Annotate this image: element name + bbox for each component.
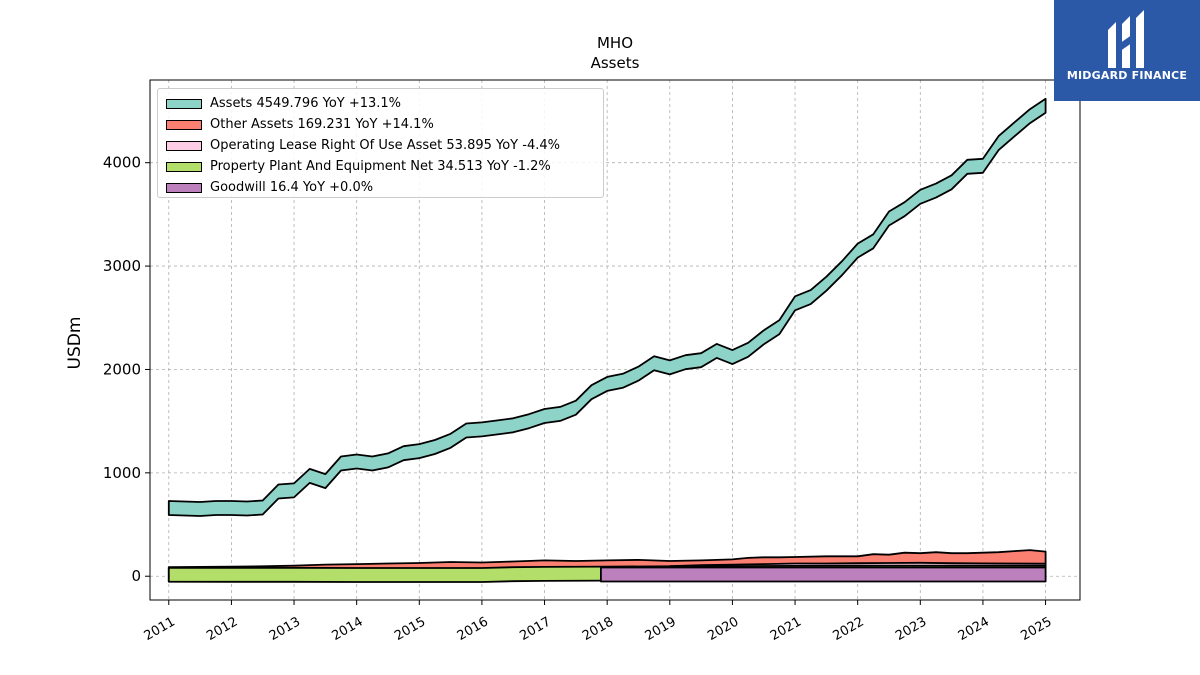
legend-item: Goodwill 16.4 YoY +0.0%	[166, 177, 603, 198]
y-tick-label: 4000	[103, 154, 141, 172]
brand-name: MIDGARD FINANCE	[1066, 69, 1188, 82]
chart-title: MHO	[597, 34, 633, 52]
legend-item: Assets 4549.796 YoY +13.1%	[166, 93, 603, 114]
series-areas	[167, 97, 1047, 583]
y-tick-label: 2000	[103, 360, 141, 378]
x-tick-label: 2012	[204, 614, 240, 644]
x-tick-label: 2021	[768, 614, 804, 644]
x-tick-label: 2011	[142, 614, 178, 644]
legend-label: Operating Lease Right Of Use Asset 53.89…	[210, 138, 560, 153]
y-axis-ticks: 0 1000 2000 3000 4000	[103, 154, 150, 585]
legend-label: Assets 4549.796 YoY +13.1%	[210, 96, 402, 111]
legend-swatch	[166, 182, 202, 193]
legend-swatch	[166, 161, 202, 172]
midgard-logo-icon	[1108, 10, 1144, 68]
legend-label: Goodwill 16.4 YoY +0.0%	[210, 180, 374, 195]
legend-item: Property Plant And Equipment Net 34.513 …	[166, 156, 603, 177]
x-tick-label: 2017	[517, 614, 553, 644]
legend: Assets 4549.796 YoY +13.1% Other Assets 1…	[157, 88, 604, 198]
legend-label: Other Assets 169.231 YoY +14.1%	[210, 117, 434, 132]
y-axis-label: USDm	[65, 317, 85, 370]
legend-item: Other Assets 169.231 YoY +14.1%	[166, 114, 603, 135]
legend-swatch	[166, 119, 202, 130]
x-tick-label: 2020	[705, 614, 741, 644]
series-band-assets	[167, 97, 1047, 517]
plot-frame	[149, 79, 1081, 601]
y-tick-label: 0	[131, 567, 141, 585]
x-tick-label: 2018	[580, 614, 616, 644]
legend-label: Property Plant And Equipment Net 34.513 …	[210, 159, 551, 174]
chart-subtitle: Assets	[591, 54, 640, 72]
y-tick-label: 3000	[103, 257, 141, 275]
x-axis-ticks: 2011 2012 2013 2014 2015 2016 2017 2018 2019 2020…	[142, 600, 1055, 644]
legend-swatch	[166, 98, 202, 109]
brand-badge: MIDGARD FINANCE	[1054, 0, 1200, 101]
x-tick-label: 2023	[893, 614, 929, 644]
x-tick-label: 2014	[330, 614, 366, 644]
x-tick-label: 2015	[392, 614, 428, 644]
x-tick-label: 2025	[1018, 614, 1054, 644]
x-tick-label: 2019	[643, 614, 679, 644]
series-band-goodwill	[600, 566, 1047, 583]
legend-item: Operating Lease Right Of Use Asset 53.89…	[166, 135, 603, 156]
x-tick-label: 2013	[267, 614, 303, 644]
x-tick-label: 2024	[956, 614, 992, 644]
x-tick-label: 2022	[831, 614, 867, 644]
x-tick-label: 2016	[455, 614, 491, 644]
legend-swatch	[166, 140, 202, 151]
y-tick-label: 1000	[103, 464, 141, 482]
